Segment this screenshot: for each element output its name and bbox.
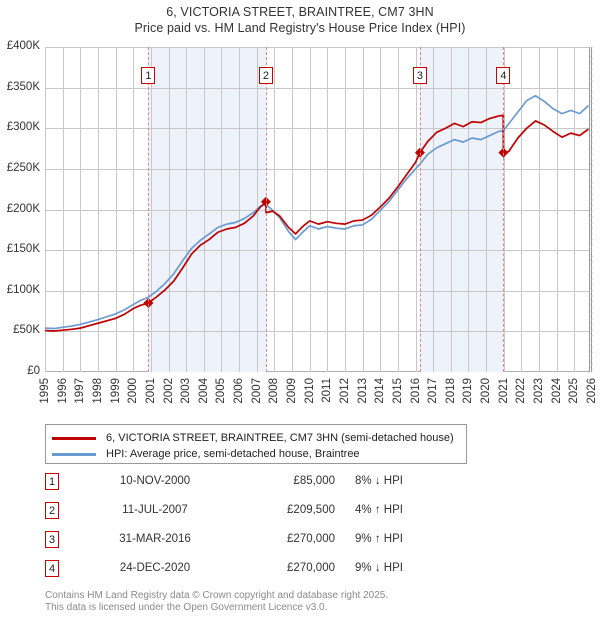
x-axis-tick-label: 2007 xyxy=(250,378,263,404)
row-price: £209,500 xyxy=(287,504,335,516)
event-marker-badge: 2 xyxy=(258,67,273,84)
row-number-badge: 1 xyxy=(45,473,59,490)
x-axis-tick-label: 1999 xyxy=(109,378,122,404)
x-axis-tick-label: 2018 xyxy=(444,378,457,404)
row-date: 24-DEC-2020 xyxy=(119,562,191,574)
x-axis-tick-label: 2016 xyxy=(409,378,422,404)
gridline-horizontal xyxy=(45,87,592,89)
row-hpi-delta: 4% ↑ HPI xyxy=(355,504,403,516)
event-marker-badge: 1 xyxy=(141,67,156,84)
row-hpi-delta: 8% ↓ HPI xyxy=(355,475,403,487)
x-axis-tick-label: 2022 xyxy=(515,378,528,404)
x-axis-tick-label: 2019 xyxy=(462,378,475,404)
x-axis-tick-label: 2001 xyxy=(144,378,157,404)
table-row: 2 11-JUL-2007 £209,500 4% ↑ HPI xyxy=(45,499,475,528)
x-axis-tick-label: 2014 xyxy=(374,378,387,404)
x-axis-tick-label: 1996 xyxy=(56,378,69,404)
x-axis-tick-label: 1998 xyxy=(91,378,104,404)
gridline-horizontal xyxy=(45,209,592,211)
y-axis-tick-label: £150K xyxy=(6,243,40,256)
row-number-badge: 4 xyxy=(45,560,59,577)
event-marker-line xyxy=(148,47,150,372)
row-hpi-delta: 9% ↓ HPI xyxy=(355,562,403,574)
row-date: 31-MAR-2016 xyxy=(119,533,191,545)
y-axis-tick-label: £0 xyxy=(27,365,40,377)
x-axis-tick-label: 2025 xyxy=(568,378,581,404)
x-axis-tick-label: 2002 xyxy=(162,378,175,404)
page-title: 6, VICTORIA STREET, BRAINTREE, CM7 3HN P… xyxy=(0,4,600,36)
title-line-2: Price paid vs. HM Land Registry's House … xyxy=(134,21,466,35)
table-row: 3 31-MAR-2016 £270,000 9% ↑ HPI xyxy=(45,528,475,557)
event-marker-badge: 3 xyxy=(412,67,427,84)
x-axis-tick-label: 2024 xyxy=(550,378,563,404)
legend-swatch-price-paid xyxy=(52,437,96,440)
x-axis-tick-label: 2021 xyxy=(497,378,510,404)
x-axis-tick-label: 2000 xyxy=(127,378,140,404)
legend-label-hpi: HPI: Average price, semi-detached house,… xyxy=(106,448,360,460)
x-axis-tick-label: 2023 xyxy=(533,378,546,404)
event-marker-line xyxy=(503,47,505,372)
x-axis-tick-label: 2015 xyxy=(391,378,404,404)
x-axis-tick-label: 2005 xyxy=(215,378,228,404)
gridline-horizontal xyxy=(45,290,592,292)
gridline-horizontal xyxy=(45,47,592,48)
x-axis-tick-label: 2011 xyxy=(321,378,334,403)
row-date: 10-NOV-2000 xyxy=(119,475,191,487)
x-axis-tick-label: 2010 xyxy=(303,378,316,404)
chart-legend: 6, VICTORIA STREET, BRAINTREE, CM7 3HN (… xyxy=(45,424,467,464)
table-row: 4 24-DEC-2020 £270,000 9% ↓ HPI xyxy=(45,557,475,586)
x-axis-tick-label: 2006 xyxy=(233,378,246,404)
gridline-horizontal xyxy=(45,128,592,130)
gridline-horizontal xyxy=(45,168,592,170)
event-marker-badge: 4 xyxy=(496,67,511,84)
series-line xyxy=(44,114,589,332)
series-line xyxy=(44,94,590,330)
x-axis-tick-label: 2004 xyxy=(197,378,210,404)
x-axis-labels: 1995 1996 1997 1998 1999 2000 2001 2002 2003 2004… xyxy=(39,378,598,422)
footer-line-1: Contains HM Land Registry data © Crown c… xyxy=(45,590,389,601)
x-axis-tick-label: 2020 xyxy=(480,378,493,404)
axis-right-edge xyxy=(591,47,592,372)
title-line-1: 6, VICTORIA STREET, BRAINTREE, CM7 3HN xyxy=(166,5,434,19)
x-axis-tick-label: 2012 xyxy=(338,378,351,404)
row-number-badge: 2 xyxy=(45,502,59,519)
y-axis-tick-label: £100K xyxy=(6,283,40,296)
row-hpi-delta: 9% ↑ HPI xyxy=(355,533,403,545)
table-row: 1 10-NOV-2000 £85,000 8% ↓ HPI xyxy=(45,470,475,499)
y-axis-tick-label: £250K xyxy=(6,161,40,174)
legend-swatch-hpi xyxy=(52,453,96,456)
y-axis-tick-label: £300K xyxy=(6,121,40,134)
x-axis-tick-label: 2017 xyxy=(427,378,440,404)
footer-line-2: This data is licensed under the Open Gov… xyxy=(45,601,328,613)
row-price: £270,000 xyxy=(287,533,335,545)
y-axis-tick-label: £200K xyxy=(6,202,40,215)
x-axis-tick-label: 2013 xyxy=(356,378,369,404)
x-axis-tick-label: 1997 xyxy=(74,378,87,404)
x-axis-tick-label: 2009 xyxy=(286,378,299,404)
y-axis-tick-label: £400K xyxy=(6,40,40,52)
row-price: £270,000 xyxy=(287,562,335,574)
y-axis-labels: £0 £50K £100K £150K £200K £250K £300K £350K £400… xyxy=(0,40,600,377)
row-number-badge: 3 xyxy=(45,531,59,548)
gridline-horizontal xyxy=(45,331,592,333)
x-axis-tick-label: 2003 xyxy=(180,378,193,404)
row-date: 11-JUL-2007 xyxy=(122,504,188,516)
price-hpi-chart xyxy=(44,47,593,372)
event-marker-line xyxy=(265,47,267,372)
x-axis-tick-label: 2008 xyxy=(268,378,281,404)
x-axis-tick-label: 1995 xyxy=(39,378,51,404)
row-price: £85,000 xyxy=(293,475,335,487)
x-axis-tick-label: 2026 xyxy=(586,378,598,404)
legend-label-price-paid: 6, VICTORIA STREET, BRAINTREE, CM7 3HN (… xyxy=(106,432,454,444)
y-axis-tick-label: £350K xyxy=(6,80,40,93)
transactions-table: 1 10-NOV-2000 £85,000 8% ↓ HPI 2 11-JUL-… xyxy=(45,470,475,586)
footer-attribution: Contains HM Land Registry data © Crown c… xyxy=(45,590,565,613)
gridline-horizontal xyxy=(45,250,592,252)
y-axis-tick-label: £50K xyxy=(13,324,40,337)
event-marker-line xyxy=(419,47,421,372)
